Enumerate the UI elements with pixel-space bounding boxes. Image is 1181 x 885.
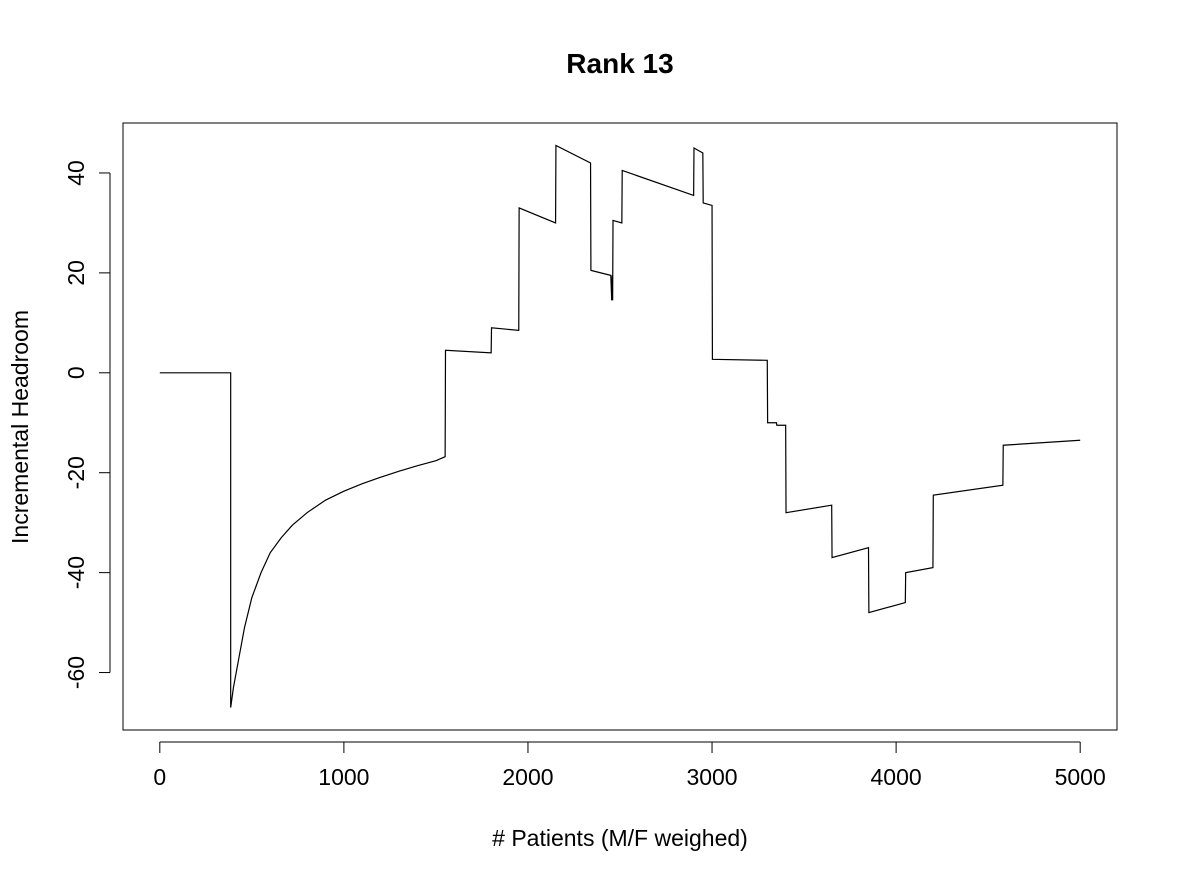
plot-frame: [122, 122, 1118, 731]
y-tick-label: 40: [63, 160, 89, 186]
y-axis-label: Incremental Headroom: [7, 310, 33, 544]
y-tick-label: -20: [63, 456, 89, 489]
series-line-0: [159, 144, 1081, 708]
x-tick-label: 5000: [1055, 764, 1106, 790]
x-tick-label: 0: [153, 764, 166, 790]
series-layer: [159, 144, 1081, 708]
x-tick-label: 1000: [318, 764, 369, 790]
chart-title: Rank 13: [566, 48, 673, 79]
x-axis: 0 1000 2000 3000 4000 5000: [153, 741, 1106, 790]
y-tick-label: -60: [63, 656, 89, 689]
y-tick-label: -40: [63, 556, 89, 589]
y-tick-label: 20: [63, 260, 89, 286]
x-tick-label: 4000: [871, 764, 922, 790]
x-axis-label: # Patients (M/F weighed): [492, 825, 748, 851]
x-tick-label: 2000: [502, 764, 553, 790]
x-tick-label: 3000: [686, 764, 737, 790]
y-axis: -60 -40 -20 0 20 40: [63, 160, 111, 689]
y-tick-label: 0: [63, 366, 89, 379]
